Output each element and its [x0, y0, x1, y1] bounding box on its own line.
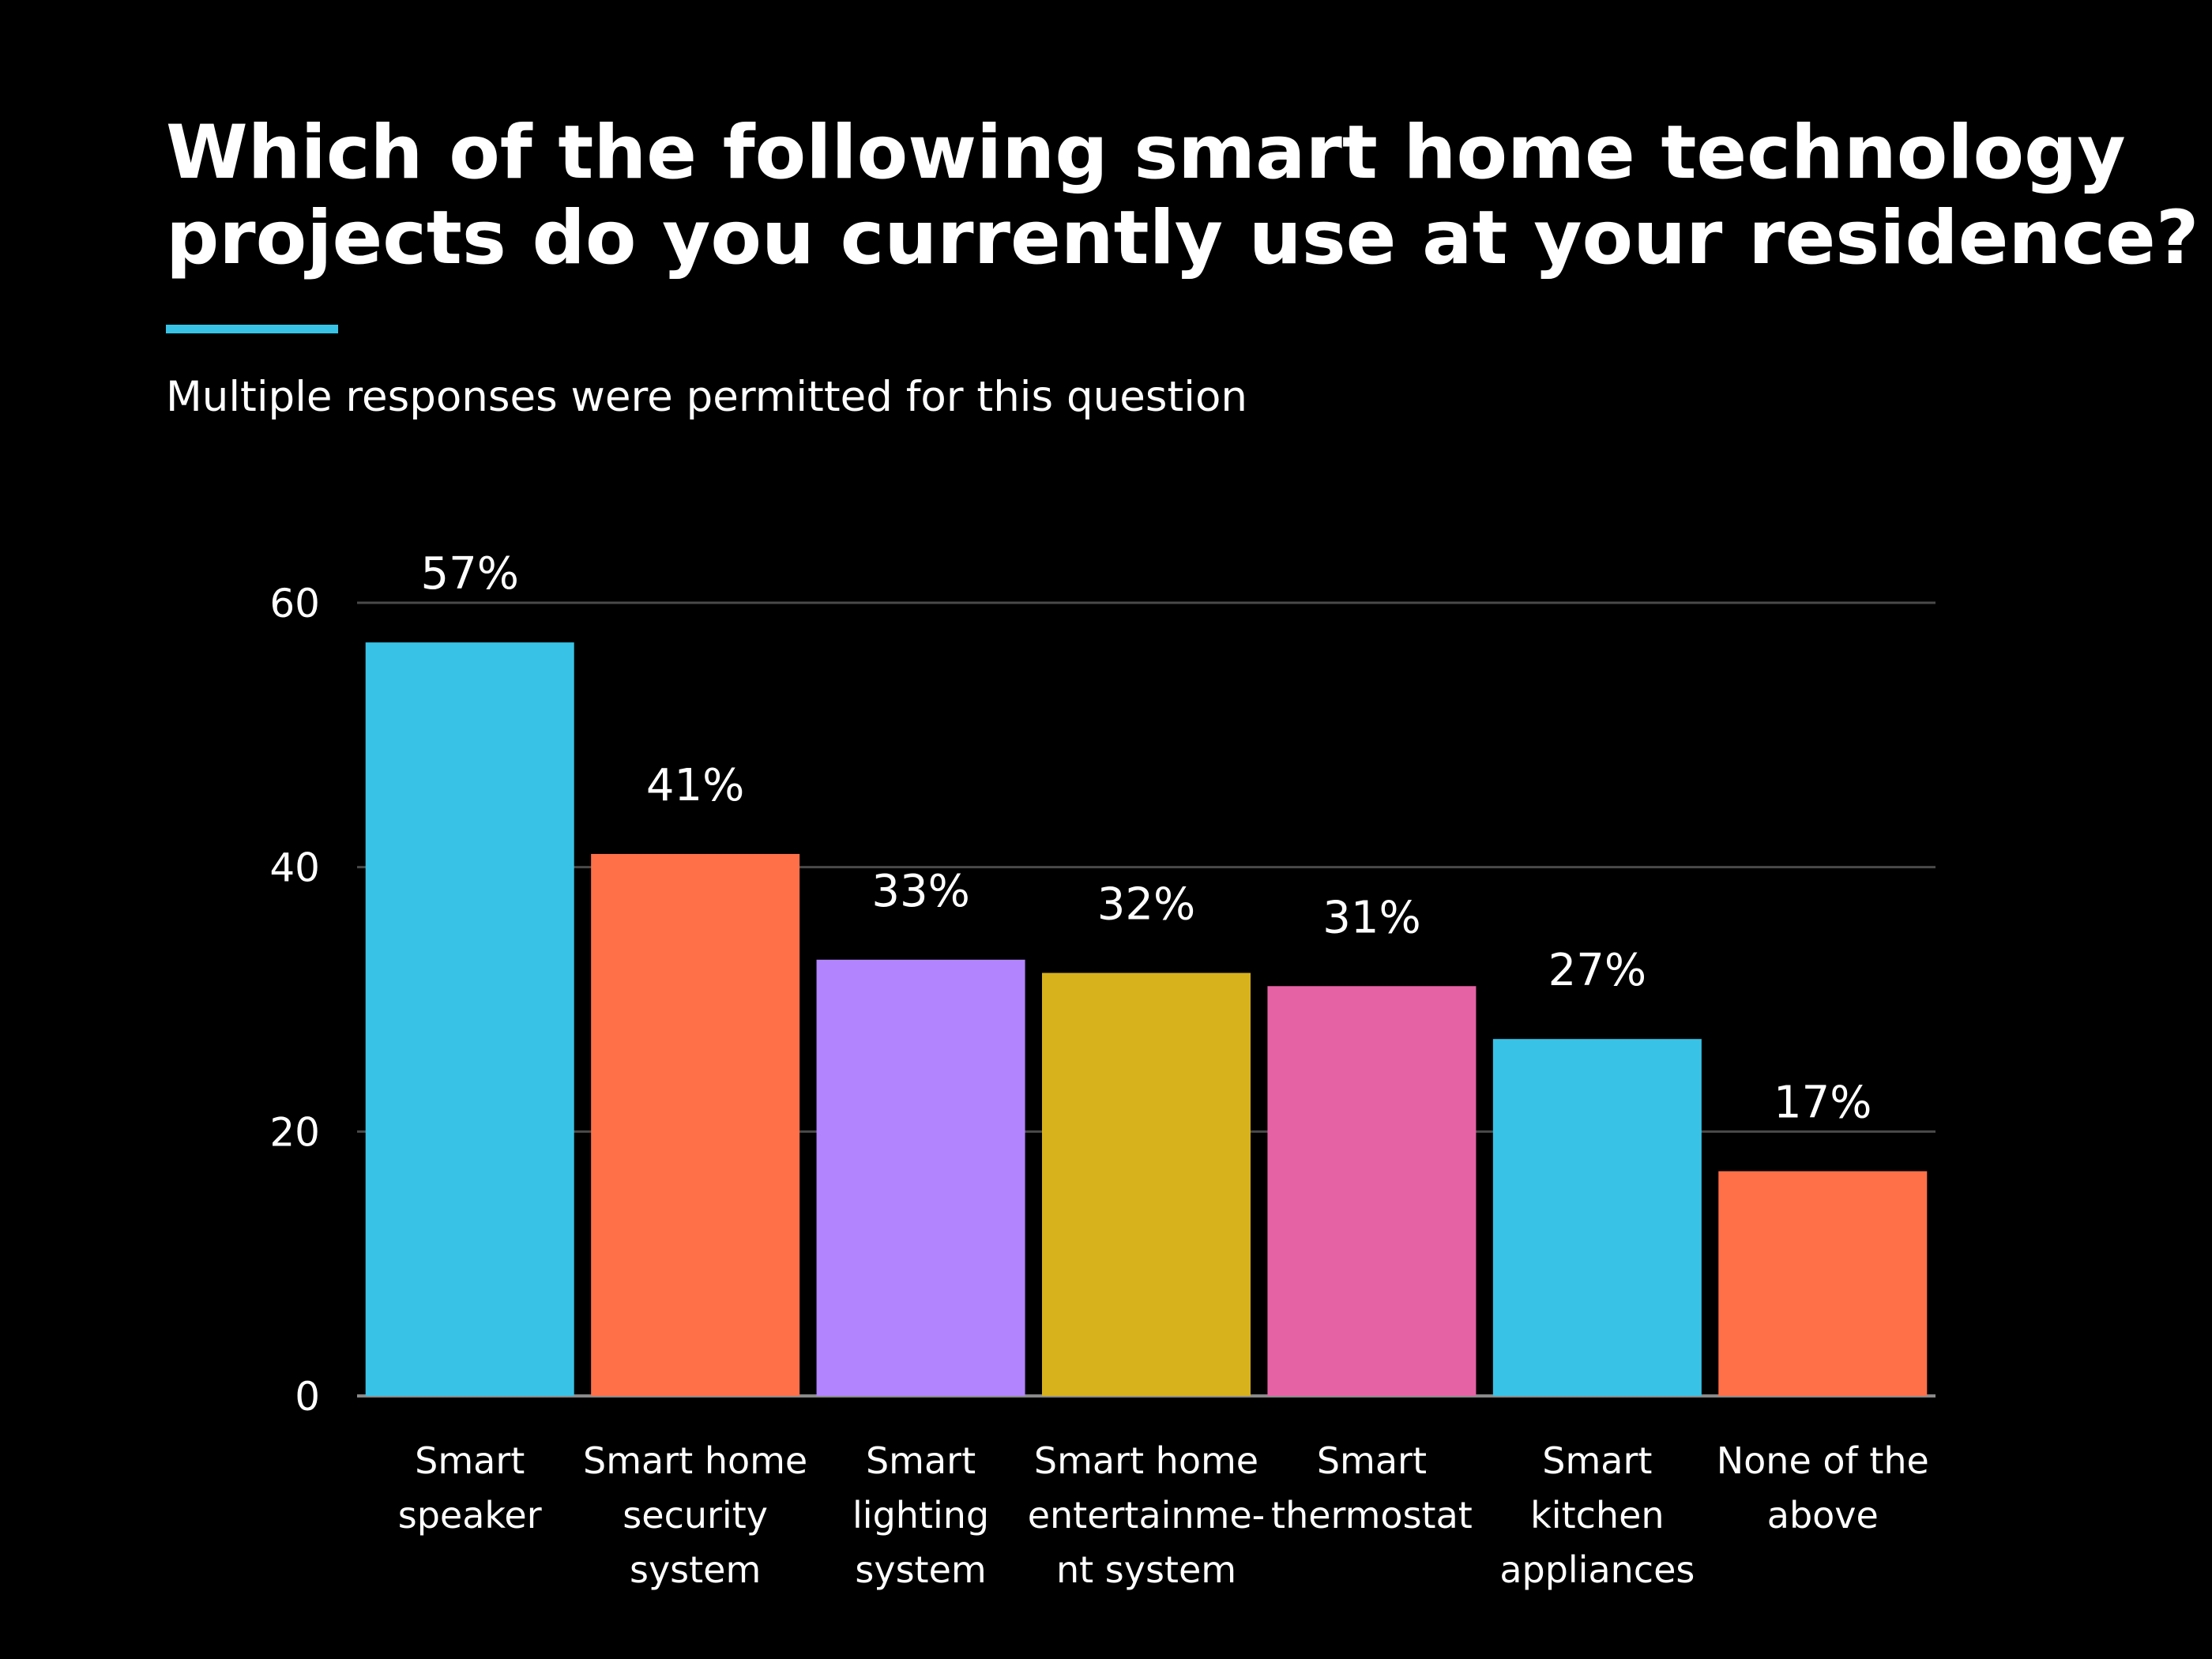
x-category-label-line: nt system — [1056, 1548, 1236, 1591]
data-labels: 57% 41% 33% 32% 31% 27% 17% — [420, 548, 1872, 1128]
data-label: 27% — [1548, 945, 1646, 996]
y-tick-label: 0 — [295, 1374, 320, 1420]
x-category-label-line: Smart — [1317, 1439, 1427, 1482]
x-category-label: Smart home security system — [583, 1439, 807, 1591]
x-category-label-line: Smart — [866, 1439, 976, 1482]
title-accent-rule — [166, 325, 338, 333]
x-category-label-line: Smart home — [583, 1439, 807, 1482]
x-category-label: Smart lighting system — [852, 1439, 989, 1591]
x-category-label-line: kitchen — [1530, 1494, 1664, 1537]
x-category-label-line: Smart home — [1034, 1439, 1258, 1482]
x-category-label-line: system — [630, 1548, 761, 1591]
bar — [591, 853, 800, 1396]
y-tick-label: 60 — [269, 581, 320, 626]
chart-title-line-1: Which of the following smart home techno… — [166, 110, 2126, 196]
x-category-label-line: Smart — [1542, 1439, 1652, 1482]
bar — [365, 642, 574, 1396]
x-category-label-line: lighting — [852, 1494, 989, 1537]
bar — [1718, 1171, 1928, 1396]
x-category-label-line: Smart — [415, 1439, 525, 1482]
bar — [816, 959, 1025, 1396]
x-category-label-line: appliances — [1499, 1548, 1695, 1591]
x-category-label-line: above — [1767, 1494, 1879, 1537]
chart-title-line-2: projects do you currently use at your re… — [166, 195, 2199, 281]
x-category-label-line: thermostat — [1271, 1494, 1473, 1537]
x-category-label: Smart kitchen appliances — [1499, 1439, 1695, 1591]
data-label: 17% — [1774, 1078, 1872, 1129]
x-category-label-line: system — [855, 1548, 986, 1591]
y-tick-label: 40 — [269, 845, 320, 891]
x-category-label-line: entertainme- — [1028, 1494, 1266, 1537]
x-category-label: Smart home entertainme-nt system — [1028, 1439, 1266, 1591]
data-label: 57% — [420, 548, 518, 600]
bar — [1267, 986, 1477, 1396]
x-category-label-line: speaker — [398, 1494, 542, 1537]
bar — [1042, 972, 1251, 1396]
x-category-label: None of the above — [1717, 1439, 1929, 1537]
y-axis-ticks: 0 20 40 60 — [269, 581, 320, 1420]
chart-subtitle: Multiple responses were permitted for th… — [166, 373, 1247, 421]
x-category-label-line: security — [623, 1494, 768, 1537]
chart-title: Which of the following smart home techno… — [166, 110, 2199, 281]
data-label: 32% — [1097, 879, 1195, 931]
bars — [365, 642, 1928, 1396]
y-tick-label: 20 — [269, 1109, 320, 1155]
data-label: 41% — [646, 760, 744, 811]
bar — [1492, 1039, 1702, 1396]
data-label: 31% — [1322, 892, 1420, 943]
x-category-label-line: None of the — [1717, 1439, 1929, 1482]
data-label: 33% — [871, 866, 969, 917]
x-category-label: Smart thermostat — [1271, 1439, 1473, 1537]
x-category-label: Smart speaker — [398, 1439, 542, 1537]
